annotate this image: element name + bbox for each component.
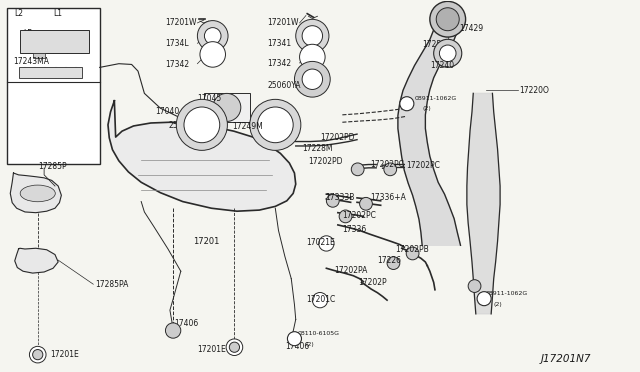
Ellipse shape — [300, 44, 325, 70]
Text: 17249M: 17249M — [232, 122, 262, 131]
Text: 17202PB: 17202PB — [396, 244, 429, 253]
Text: N: N — [482, 296, 486, 301]
Text: L1: L1 — [53, 9, 62, 18]
Ellipse shape — [468, 280, 481, 292]
Polygon shape — [398, 14, 461, 245]
Ellipse shape — [360, 198, 372, 210]
Ellipse shape — [257, 107, 293, 143]
Text: 17202P: 17202P — [358, 278, 387, 287]
Ellipse shape — [250, 99, 301, 150]
Text: 17333B: 17333B — [325, 193, 355, 202]
Bar — [33, 52, 45, 58]
Text: 17202PA: 17202PA — [334, 266, 367, 275]
Text: B: B — [292, 336, 296, 341]
Text: 17201W: 17201W — [268, 19, 299, 28]
Ellipse shape — [294, 61, 330, 97]
Ellipse shape — [302, 26, 323, 46]
Text: 17406: 17406 — [285, 341, 309, 350]
Text: 17040: 17040 — [156, 108, 179, 116]
Text: 17341: 17341 — [268, 39, 292, 48]
Ellipse shape — [406, 247, 419, 260]
Text: J17201N7: J17201N7 — [541, 355, 591, 365]
Text: 17336: 17336 — [342, 225, 367, 234]
Text: 25060T: 25060T — [169, 121, 198, 130]
Text: 17342: 17342 — [268, 59, 292, 68]
Text: 17342: 17342 — [166, 60, 189, 69]
Ellipse shape — [384, 163, 397, 176]
Text: 17202PC: 17202PC — [342, 211, 376, 220]
Text: 17285P: 17285P — [38, 162, 67, 171]
Ellipse shape — [197, 20, 228, 51]
Text: 08911-1062G: 08911-1062G — [486, 291, 528, 296]
Text: 17202PC: 17202PC — [406, 161, 440, 170]
Ellipse shape — [212, 93, 241, 121]
Text: 17202PD: 17202PD — [308, 157, 343, 166]
Ellipse shape — [312, 292, 328, 308]
Ellipse shape — [176, 99, 227, 150]
Text: 17226: 17226 — [378, 256, 401, 265]
Text: 25060YA: 25060YA — [268, 81, 301, 90]
Ellipse shape — [351, 163, 364, 176]
Ellipse shape — [20, 185, 55, 202]
Text: 17201: 17201 — [193, 237, 220, 246]
Bar — [204, 93, 250, 122]
Text: N: N — [404, 101, 409, 106]
Text: 1734L: 1734L — [166, 39, 189, 48]
Ellipse shape — [226, 339, 243, 356]
Ellipse shape — [29, 346, 46, 363]
Text: 17201W: 17201W — [166, 19, 197, 28]
Text: 08911-1062G: 08911-1062G — [415, 96, 457, 102]
Ellipse shape — [319, 236, 334, 251]
Bar — [7, 8, 100, 164]
Text: 17406: 17406 — [174, 319, 198, 328]
Ellipse shape — [440, 45, 456, 62]
Text: (2): (2) — [305, 342, 314, 347]
Text: 17202PD: 17202PD — [320, 133, 355, 142]
Text: 17201C: 17201C — [306, 295, 335, 304]
Polygon shape — [467, 93, 500, 314]
Ellipse shape — [200, 42, 225, 67]
Text: 17021E: 17021E — [306, 238, 335, 247]
Text: 17045: 17045 — [197, 94, 221, 103]
Ellipse shape — [302, 69, 323, 89]
Text: 17202PC: 17202PC — [370, 160, 404, 169]
Polygon shape — [108, 101, 296, 211]
Text: 17285PA: 17285PA — [95, 280, 129, 289]
Ellipse shape — [166, 323, 180, 338]
Ellipse shape — [477, 292, 491, 306]
Text: 08110-6105G: 08110-6105G — [298, 331, 340, 336]
Ellipse shape — [339, 210, 352, 223]
Text: 17243MA: 17243MA — [13, 57, 49, 66]
Bar — [19, 67, 83, 78]
Text: (2): (2) — [422, 106, 431, 111]
Text: LB: LB — [23, 29, 33, 38]
Ellipse shape — [287, 332, 301, 346]
Text: 17429: 17429 — [460, 24, 483, 33]
Ellipse shape — [434, 39, 462, 67]
Text: 17220O: 17220O — [519, 86, 549, 95]
Ellipse shape — [387, 257, 400, 269]
Ellipse shape — [204, 28, 221, 44]
Bar — [20, 31, 89, 52]
Polygon shape — [10, 173, 61, 213]
Ellipse shape — [184, 107, 220, 143]
Text: L2: L2 — [15, 9, 24, 18]
Ellipse shape — [296, 19, 329, 52]
Ellipse shape — [430, 1, 466, 37]
Text: 17336+A: 17336+A — [370, 193, 406, 202]
Text: 17201E: 17201E — [51, 350, 79, 359]
Ellipse shape — [33, 350, 43, 360]
Text: 17240: 17240 — [430, 61, 454, 70]
Text: 17251: 17251 — [422, 40, 446, 49]
Polygon shape — [15, 248, 58, 273]
Text: 17201E: 17201E — [196, 345, 225, 354]
Text: (2): (2) — [493, 302, 502, 307]
Ellipse shape — [229, 342, 239, 352]
Ellipse shape — [436, 8, 460, 31]
Ellipse shape — [326, 195, 339, 207]
Ellipse shape — [400, 97, 414, 111]
Text: 17228M: 17228M — [302, 144, 333, 153]
